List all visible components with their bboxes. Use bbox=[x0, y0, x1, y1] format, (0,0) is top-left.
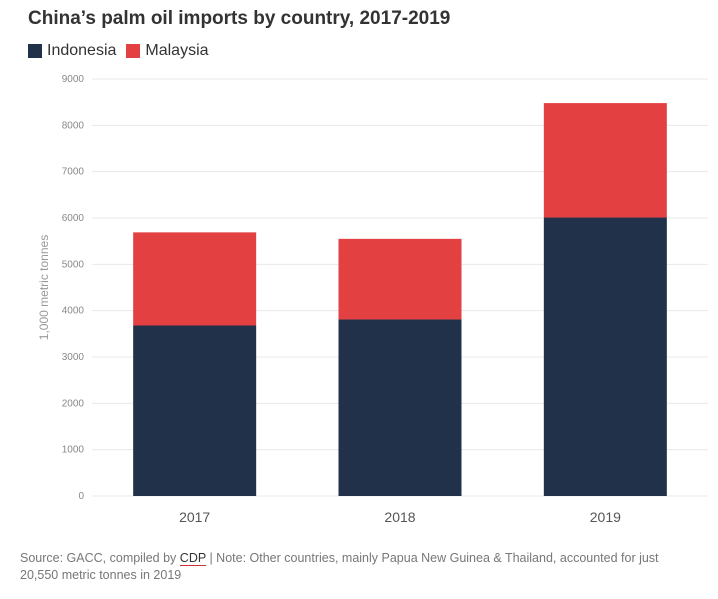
cdp-link[interactable]: CDP bbox=[179, 551, 206, 566]
legend-swatch-indonesia bbox=[28, 44, 42, 58]
legend-swatch-malaysia bbox=[126, 44, 141, 58]
y-tick-label: 9000 bbox=[62, 74, 85, 85]
chart-plot: 0 1000 2000 3000 4000 5000 6000 7000 8000 9000 1,0… bbox=[37, 74, 708, 525]
bar-malaysia-2017 bbox=[133, 232, 257, 326]
bar-malaysia-2019 bbox=[543, 103, 667, 218]
x-tick-label: 2018 bbox=[384, 509, 415, 525]
y-tick-label: 5000 bbox=[62, 259, 85, 270]
bar-malaysia-2018 bbox=[338, 238, 462, 320]
y-axis-label: 1,000 metric tonnes bbox=[37, 235, 51, 340]
y-tick-label: 4000 bbox=[62, 306, 85, 317]
source-note: Source: GACC, compiled by CDP | Note: Ot… bbox=[20, 550, 690, 584]
y-tick-label: 0 bbox=[78, 491, 84, 502]
bar-indonesia-2018 bbox=[338, 319, 462, 496]
legend-label: Indonesia bbox=[47, 42, 117, 59]
legend-item-indonesia: Indonesia bbox=[28, 42, 116, 60]
legend-item-malaysia: Malaysia bbox=[126, 42, 209, 60]
y-tick-label: 1000 bbox=[62, 445, 85, 456]
x-tick-label: 2019 bbox=[590, 509, 621, 525]
y-tick-label: 2000 bbox=[62, 398, 85, 409]
source-text: Source: GACC, compiled by bbox=[20, 551, 180, 565]
x-tick-label: 2017 bbox=[179, 509, 210, 525]
y-tick-label: 3000 bbox=[62, 352, 85, 363]
y-tick-label: 7000 bbox=[62, 167, 85, 178]
bar-indonesia-2017 bbox=[133, 325, 257, 496]
bar-indonesia-2019 bbox=[543, 217, 667, 496]
y-tick-label: 6000 bbox=[62, 213, 85, 224]
chart-title: China’s palm oil imports by country, 201… bbox=[28, 8, 451, 29]
legend: Indonesia Malaysia bbox=[28, 42, 209, 60]
note-text: | Note: Other countries, mainly Papua Ne… bbox=[20, 551, 659, 582]
y-tick-label: 8000 bbox=[62, 120, 85, 131]
legend-label: Malaysia bbox=[145, 42, 209, 59]
